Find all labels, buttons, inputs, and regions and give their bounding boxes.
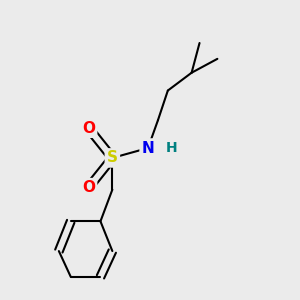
Text: H: H — [166, 141, 178, 155]
Text: S: S — [107, 150, 118, 165]
Text: N: N — [142, 140, 154, 155]
Text: O: O — [82, 180, 95, 195]
Text: O: O — [82, 121, 95, 136]
